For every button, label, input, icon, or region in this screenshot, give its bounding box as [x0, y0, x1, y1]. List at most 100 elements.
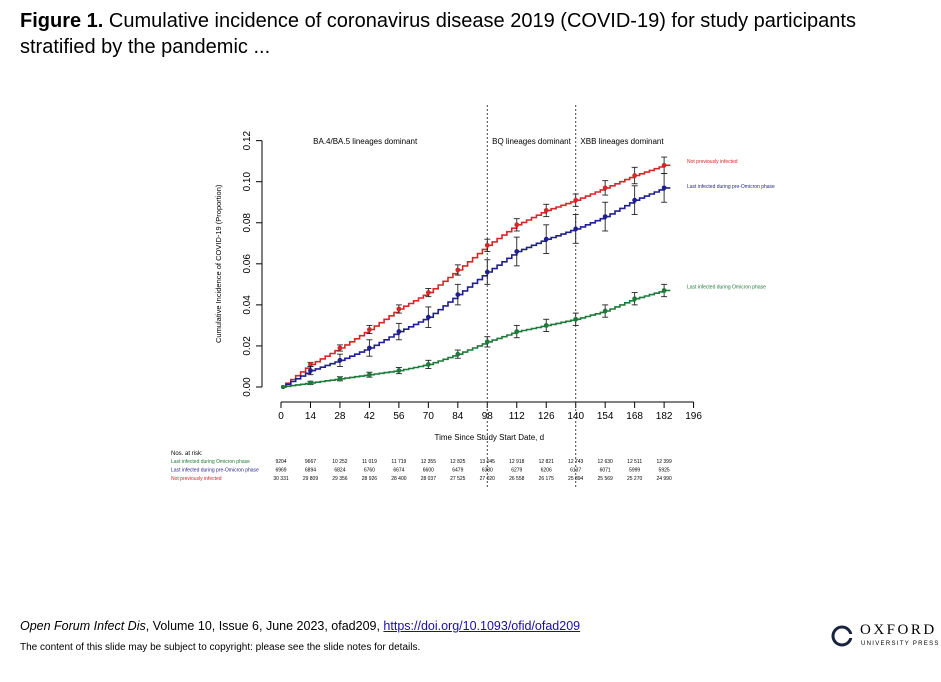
risk-value: 6479: [452, 468, 463, 474]
data-point: [514, 249, 520, 254]
risk-value: 28 926: [362, 476, 378, 482]
journal-name: Open Forum Infect Dis: [20, 619, 146, 633]
data-point: [484, 242, 490, 248]
risk-value: 30 331: [273, 476, 289, 482]
data-point: [602, 185, 608, 191]
risk-value: 6137: [570, 468, 581, 474]
period-label: BQ lineages dominant: [492, 137, 571, 146]
citation-details: , Volume 10, Issue 6, June 2023, ofad209…: [145, 619, 384, 633]
risk-value: 29 809: [303, 476, 319, 482]
series-line: [281, 187, 671, 388]
y-tick-label: 0.02: [242, 336, 253, 356]
x-tick-label: 196: [685, 411, 702, 422]
data-point: [425, 290, 431, 295]
data-point: [337, 357, 343, 363]
risk-value: 9204: [275, 459, 286, 465]
risk-value: 6206: [541, 468, 552, 474]
risk-value: 6071: [600, 468, 611, 474]
data-point: [514, 329, 520, 334]
risk-value: 12 399: [656, 459, 672, 465]
data-point: [396, 329, 402, 334]
risk-value: 10 252: [332, 459, 348, 465]
risk-value: 28 400: [391, 476, 407, 482]
data-point: [543, 323, 549, 328]
y-tick-label: 0.10: [242, 172, 253, 192]
risk-value: 29 356: [332, 476, 348, 482]
risk-value: 27 525: [450, 476, 466, 482]
risk-value: 27 020: [480, 476, 496, 482]
risk-value: 25 894: [568, 476, 584, 482]
x-tick-label: 98: [482, 411, 494, 422]
risk-value: 6674: [393, 468, 404, 474]
data-point: [367, 372, 372, 378]
risk-row-label: Not previously infected: [171, 476, 222, 482]
risk-value: 25 569: [598, 476, 614, 482]
risk-value: 6760: [364, 468, 375, 474]
oxford-logo: OXFORD UNIVERSITY PRESS: [830, 622, 940, 652]
data-point: [543, 236, 549, 242]
risk-value: 12 918: [509, 459, 525, 465]
oup-emblem-icon: [831, 625, 855, 647]
risk-row-label: Last infected during Omicron phase: [171, 459, 250, 465]
risk-value: 12 630: [598, 459, 614, 465]
risk-value: 6894: [305, 468, 316, 474]
risk-value: 11 019: [362, 459, 377, 465]
risk-value: 9667: [305, 459, 316, 465]
data-point: [632, 173, 638, 178]
x-tick-label: 70: [423, 411, 435, 422]
x-tick-label: 126: [538, 411, 555, 422]
risk-value: 5925: [659, 468, 670, 474]
copyright-notice: The content of this slide may be subject…: [20, 642, 421, 653]
risk-value: 5999: [629, 468, 640, 474]
y-axis-title: Cumulative Incidence of COVID-19 (Propor…: [214, 184, 223, 343]
logo-subtitle: UNIVERSITY PRESS: [861, 641, 940, 647]
x-tick-label: 0: [278, 411, 284, 422]
data-point: [455, 292, 461, 298]
data-point: [484, 339, 490, 345]
citation: Open Forum Infect Dis, Volume 10, Issue …: [20, 619, 580, 633]
data-point: [308, 368, 313, 373]
y-tick-label: 0.00: [242, 377, 253, 397]
data-point: [573, 226, 579, 232]
doi-link[interactable]: https://doi.org/10.1093/ofid/ofad209: [383, 619, 581, 633]
y-tick-label: 0.04: [242, 295, 253, 315]
risk-value: 24 990: [656, 476, 672, 482]
data-point: [455, 351, 461, 357]
series-label: Not previously infected: [687, 159, 738, 165]
risk-row-label: Last infected during pre-Omicron phase: [171, 468, 259, 474]
risk-table-header: Nos. at risk:: [171, 451, 203, 457]
x-tick-label: 168: [626, 411, 643, 422]
risk-value: 6824: [334, 468, 345, 474]
x-axis-title: Time Since Study Start Date, d: [435, 433, 545, 442]
risk-value: 26 558: [509, 476, 525, 482]
data-point: [484, 269, 490, 275]
data-point: [337, 376, 343, 382]
risk-value: 6600: [423, 468, 434, 474]
x-tick-label: 42: [364, 411, 376, 422]
data-point: [367, 345, 372, 351]
series-label: Last infected during Omicron phase: [687, 284, 766, 290]
data-point: [455, 267, 461, 273]
data-point: [514, 222, 520, 228]
risk-value: 12 743: [568, 459, 584, 465]
data-point: [308, 380, 313, 386]
x-tick-label: 28: [334, 411, 346, 422]
risk-value: 13 045: [480, 459, 496, 465]
y-tick-label: 0.06: [242, 254, 253, 274]
data-point: [543, 208, 549, 213]
x-tick-label: 182: [656, 411, 673, 422]
risk-value: 25 270: [627, 476, 643, 482]
period-label: XBB lineages dominant: [580, 137, 664, 146]
x-tick-label: 154: [597, 411, 614, 422]
x-tick-label: 112: [509, 411, 525, 422]
risk-value: 12 355: [421, 459, 437, 465]
series-label: Last infected during pre-Omicron phase: [687, 184, 775, 190]
x-tick-label: 140: [567, 411, 584, 422]
x-tick-label: 56: [393, 411, 405, 422]
data-point: [573, 197, 579, 203]
data-point: [573, 316, 579, 322]
data-point: [661, 185, 667, 191]
data-point: [308, 362, 313, 367]
x-tick-label: 14: [305, 411, 317, 422]
data-point: [632, 197, 638, 203]
